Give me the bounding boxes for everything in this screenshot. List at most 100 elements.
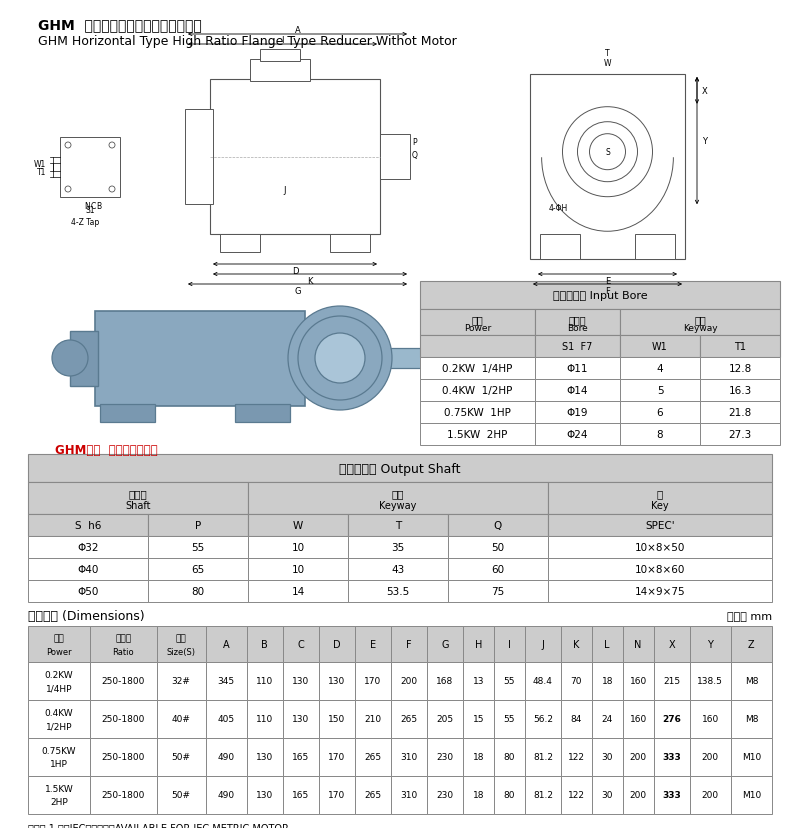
- Bar: [690, 700, 731, 738]
- Bar: [463, 662, 494, 700]
- Text: 1/4HP: 1/4HP: [46, 684, 72, 692]
- Text: 210: 210: [365, 715, 382, 724]
- Text: 4: 4: [657, 363, 663, 373]
- Text: 0.75KW  1HP: 0.75KW 1HP: [444, 407, 511, 417]
- Text: 80: 80: [191, 586, 205, 596]
- Bar: [247, 626, 283, 662]
- Text: 0.2KW  1/4HP: 0.2KW 1/4HP: [442, 363, 513, 373]
- Text: 250-1800: 250-1800: [102, 753, 145, 762]
- Bar: [592, 700, 622, 738]
- Text: 13: 13: [473, 676, 484, 686]
- Text: 出力軸尺寸 Output Shaft: 出力軸尺寸 Output Shaft: [339, 462, 461, 475]
- Bar: [420, 379, 535, 402]
- Text: I: I: [282, 36, 284, 45]
- Text: S: S: [605, 148, 610, 157]
- Text: W1: W1: [34, 159, 46, 168]
- Bar: [247, 776, 283, 814]
- Bar: [494, 738, 525, 776]
- Bar: [90, 776, 157, 814]
- Bar: [427, 700, 463, 738]
- Bar: [248, 483, 548, 514]
- Text: 205: 205: [437, 715, 454, 724]
- Bar: [391, 738, 427, 776]
- Text: 130: 130: [256, 753, 274, 762]
- Bar: [348, 514, 448, 537]
- Text: 55: 55: [504, 715, 515, 724]
- Bar: [28, 738, 90, 776]
- Bar: [548, 537, 772, 558]
- Bar: [283, 738, 319, 776]
- Text: 18: 18: [602, 676, 613, 686]
- Bar: [248, 558, 348, 580]
- Bar: [731, 776, 772, 814]
- Text: 50: 50: [491, 542, 505, 552]
- Text: 250-1800: 250-1800: [102, 715, 145, 724]
- Bar: [427, 738, 463, 776]
- Bar: [700, 335, 780, 358]
- Text: 16.3: 16.3: [728, 386, 752, 396]
- Text: D: D: [333, 639, 341, 649]
- Bar: [700, 379, 780, 402]
- Bar: [654, 700, 690, 738]
- Bar: [420, 335, 535, 358]
- Bar: [28, 580, 148, 602]
- Text: M10: M10: [742, 791, 761, 800]
- Text: Ratio: Ratio: [113, 647, 134, 656]
- Bar: [157, 662, 206, 700]
- Text: Φ11: Φ11: [566, 363, 588, 373]
- Text: 鍵槽: 鍵槽: [694, 315, 706, 325]
- Bar: [148, 514, 248, 537]
- Bar: [247, 738, 283, 776]
- Bar: [620, 402, 700, 423]
- Text: 75: 75: [491, 586, 505, 596]
- Bar: [561, 700, 592, 738]
- Bar: [654, 776, 690, 814]
- Bar: [157, 738, 206, 776]
- Bar: [185, 110, 213, 205]
- Text: 53.5: 53.5: [386, 586, 410, 596]
- Text: 50#: 50#: [172, 753, 190, 762]
- Text: F: F: [605, 286, 610, 295]
- Text: 200: 200: [630, 753, 646, 762]
- Bar: [525, 700, 561, 738]
- Bar: [448, 514, 548, 537]
- Bar: [448, 537, 548, 558]
- Text: A: A: [223, 639, 230, 649]
- Text: 160: 160: [630, 676, 646, 686]
- Text: 14: 14: [291, 586, 305, 596]
- Text: 18: 18: [473, 791, 484, 800]
- Text: 5: 5: [657, 386, 663, 396]
- Text: 鍵槽: 鍵槽: [392, 489, 404, 498]
- Bar: [494, 700, 525, 738]
- Bar: [206, 738, 247, 776]
- Text: 333: 333: [662, 753, 681, 762]
- Text: Z: Z: [748, 639, 754, 649]
- Text: Keyway: Keyway: [682, 324, 718, 333]
- Text: S1: S1: [86, 205, 94, 214]
- Circle shape: [52, 340, 88, 377]
- Bar: [525, 776, 561, 814]
- Text: 10: 10: [291, 542, 305, 552]
- Text: Q: Q: [412, 151, 418, 159]
- Bar: [635, 234, 675, 260]
- Text: I: I: [508, 639, 511, 649]
- Bar: [355, 700, 391, 738]
- Text: 8: 8: [657, 430, 663, 440]
- Text: N: N: [634, 639, 642, 649]
- Bar: [380, 135, 410, 180]
- Bar: [690, 626, 731, 662]
- Text: X: X: [668, 639, 675, 649]
- Text: 65: 65: [191, 565, 205, 575]
- Text: E: E: [370, 639, 376, 649]
- Bar: [28, 626, 90, 662]
- Bar: [448, 580, 548, 602]
- Text: 55: 55: [504, 676, 515, 686]
- Text: 130: 130: [292, 715, 310, 724]
- Text: 30: 30: [602, 791, 613, 800]
- Bar: [260, 50, 300, 62]
- Text: 單位： mm: 單位： mm: [727, 611, 772, 621]
- Text: 4-Z Tap: 4-Z Tap: [71, 218, 99, 227]
- Text: 345: 345: [218, 676, 234, 686]
- Circle shape: [298, 316, 382, 401]
- Bar: [620, 310, 780, 335]
